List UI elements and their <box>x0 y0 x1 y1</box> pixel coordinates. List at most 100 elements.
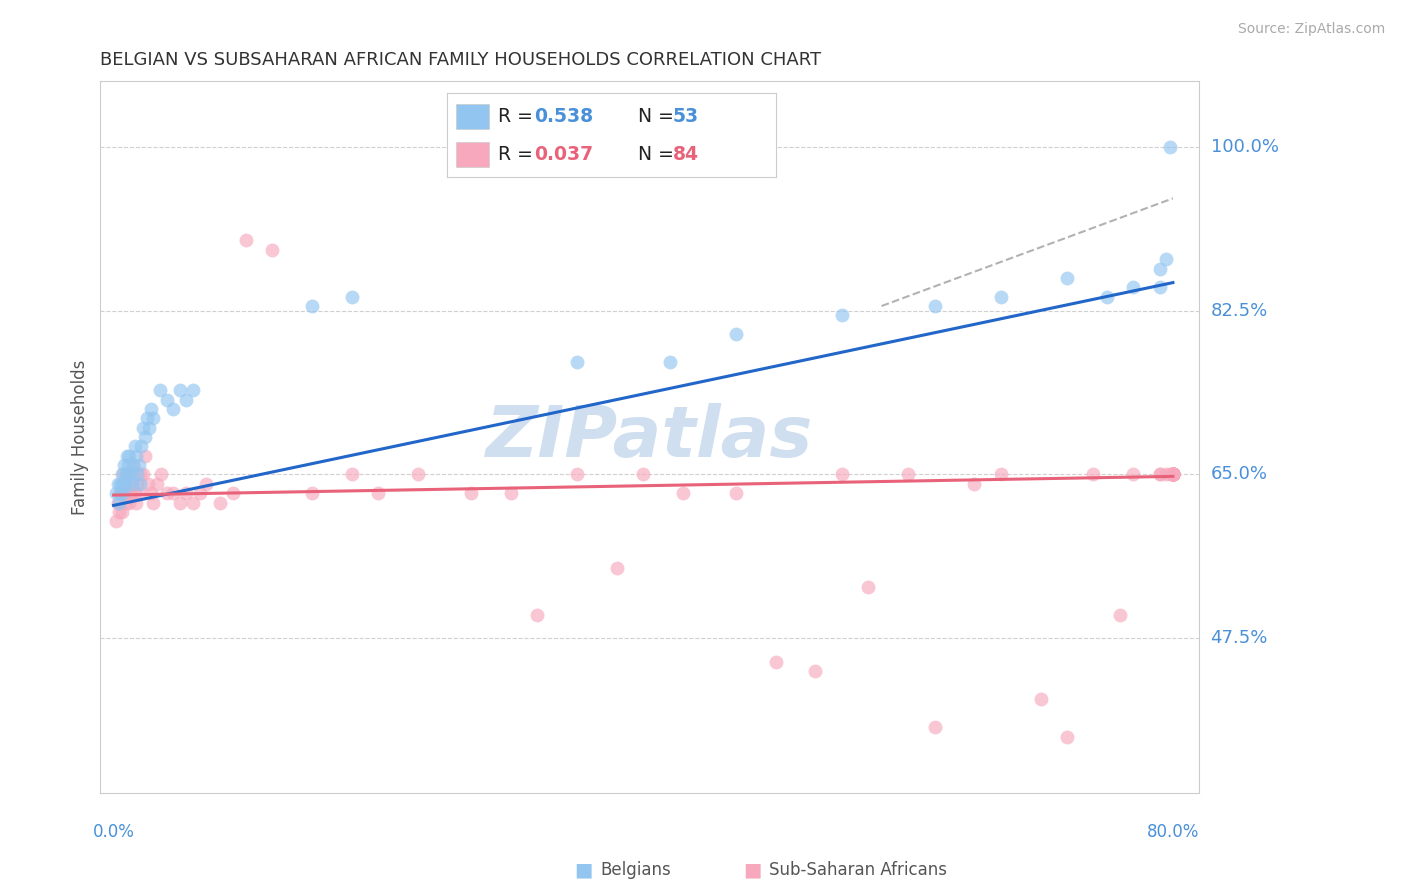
Point <box>804 664 827 678</box>
Point <box>149 384 172 398</box>
Point <box>565 467 588 482</box>
Point <box>831 467 853 482</box>
Point <box>127 476 149 491</box>
Point <box>127 467 149 482</box>
Point <box>120 467 142 482</box>
Point <box>124 486 146 500</box>
Point <box>526 607 548 622</box>
Point <box>121 476 143 491</box>
Point <box>1159 467 1181 482</box>
Point <box>1161 467 1184 482</box>
Text: 100.0%: 100.0% <box>1211 138 1278 156</box>
Point <box>134 449 156 463</box>
Point <box>129 467 152 482</box>
Point <box>135 411 157 425</box>
Point <box>111 476 134 491</box>
Point <box>107 495 129 509</box>
Point <box>633 467 655 482</box>
Point <box>136 476 159 491</box>
Text: Sub-Saharan Africans: Sub-Saharan Africans <box>769 861 948 879</box>
Point <box>1161 467 1184 482</box>
Point <box>724 327 747 342</box>
Point <box>112 458 135 472</box>
Point <box>110 467 132 482</box>
Point <box>118 495 141 509</box>
Text: ■: ■ <box>742 860 762 880</box>
Text: ZIPatlas: ZIPatlas <box>486 402 814 472</box>
Point <box>340 290 363 304</box>
Point <box>1149 467 1171 482</box>
Point <box>1122 280 1144 294</box>
Point <box>122 458 145 472</box>
Text: Source: ZipAtlas.com: Source: ZipAtlas.com <box>1237 22 1385 37</box>
Point <box>1161 467 1184 482</box>
Point <box>1122 467 1144 482</box>
Point <box>367 486 389 500</box>
Point <box>963 476 986 491</box>
Point <box>1083 467 1105 482</box>
Point <box>188 486 211 500</box>
Point <box>1161 467 1184 482</box>
Point <box>1161 467 1184 482</box>
Point <box>114 467 136 482</box>
Point <box>831 309 853 323</box>
Point <box>111 486 134 500</box>
Point <box>1156 252 1178 267</box>
Point <box>112 476 135 491</box>
Point <box>1161 467 1184 482</box>
Point <box>124 439 146 453</box>
Point <box>125 449 148 463</box>
Text: ■: ■ <box>574 860 593 880</box>
Text: 82.5%: 82.5% <box>1211 301 1268 319</box>
Point <box>990 290 1012 304</box>
Point <box>765 655 787 669</box>
Point <box>107 476 129 491</box>
Point <box>606 561 628 575</box>
Point <box>162 401 184 416</box>
Point <box>1109 607 1132 622</box>
Point <box>108 495 131 509</box>
Point <box>146 476 169 491</box>
Point <box>897 467 920 482</box>
Text: BELGIAN VS SUBSAHARAN AFRICAN FAMILY HOUSEHOLDS CORRELATION CHART: BELGIAN VS SUBSAHARAN AFRICAN FAMILY HOU… <box>100 51 821 69</box>
Point <box>111 467 134 482</box>
Point <box>110 486 132 500</box>
Point <box>658 355 681 369</box>
Point <box>406 467 429 482</box>
Point <box>1056 730 1078 744</box>
Point <box>1149 280 1171 294</box>
Point <box>105 514 128 528</box>
Point <box>301 299 323 313</box>
Point <box>1149 467 1171 482</box>
Text: 80.0%: 80.0% <box>1147 823 1199 841</box>
Point <box>110 476 132 491</box>
Point <box>565 355 588 369</box>
Point <box>115 449 138 463</box>
Point <box>155 392 177 407</box>
Point <box>114 495 136 509</box>
Point <box>858 580 880 594</box>
Text: 47.5%: 47.5% <box>1211 630 1268 648</box>
Text: Belgians: Belgians <box>600 861 671 879</box>
Point <box>262 243 284 257</box>
Point <box>132 467 155 482</box>
Point <box>924 720 946 734</box>
Point <box>460 486 482 500</box>
Point <box>117 467 139 482</box>
Point <box>1161 467 1184 482</box>
Point <box>924 299 946 313</box>
Point <box>108 505 131 519</box>
Point <box>114 476 136 491</box>
Point <box>115 486 138 500</box>
Point <box>117 467 139 482</box>
Point <box>138 420 160 434</box>
Point <box>122 458 145 472</box>
Point <box>155 486 177 500</box>
Point <box>181 384 204 398</box>
Point <box>1159 140 1181 154</box>
Point <box>181 495 204 509</box>
Point <box>1161 467 1184 482</box>
Point <box>110 486 132 500</box>
Point <box>129 476 152 491</box>
Point <box>120 486 142 500</box>
